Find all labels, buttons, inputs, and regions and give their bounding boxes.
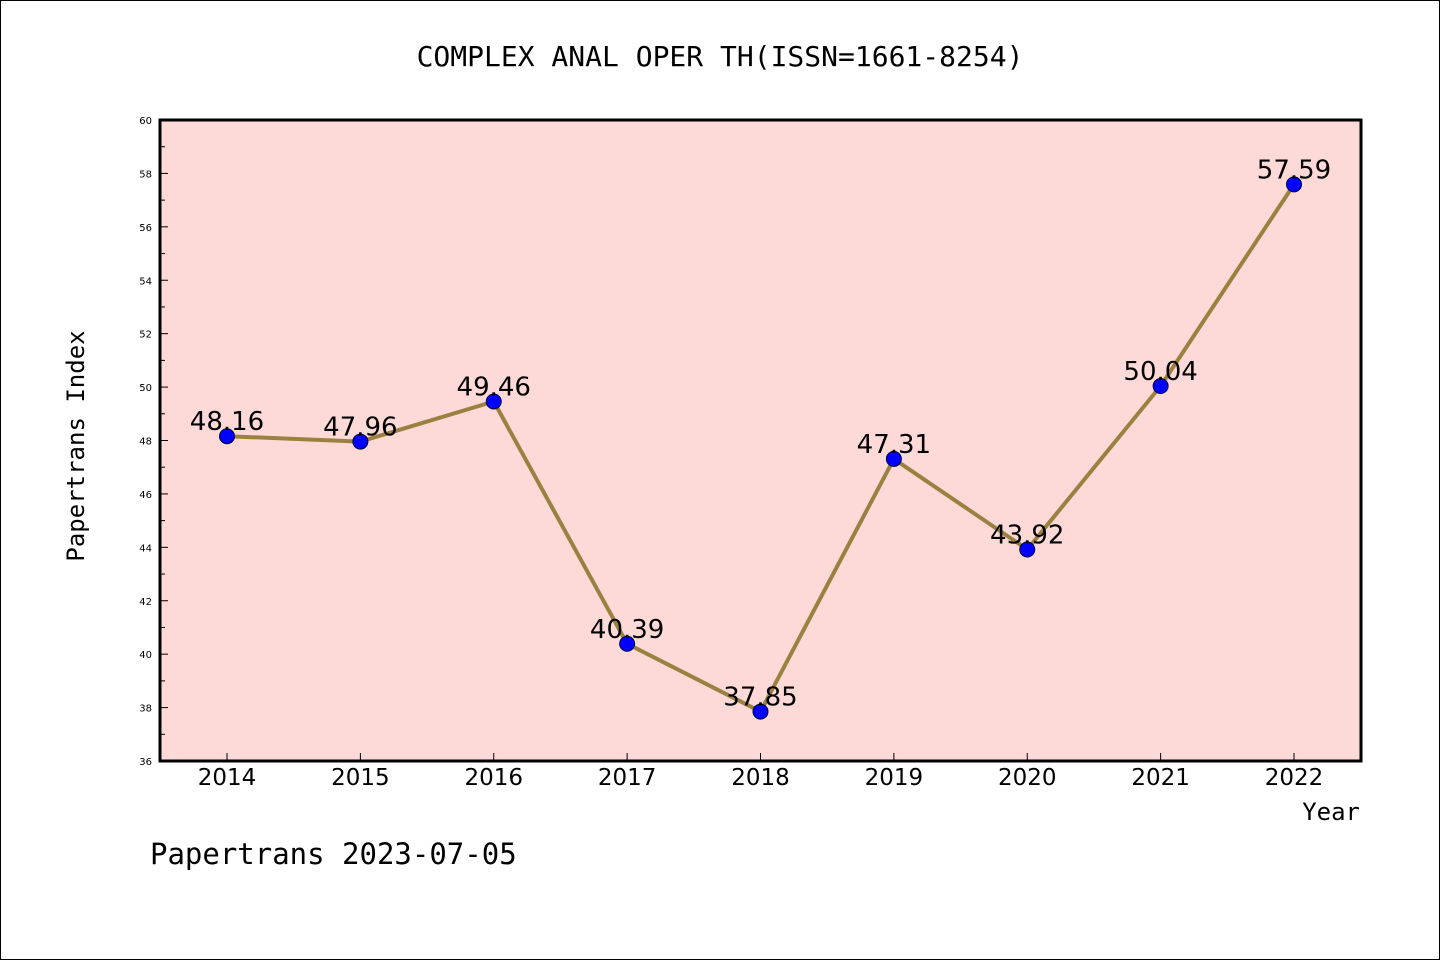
data-label: 50.04 — [1123, 357, 1197, 387]
data-point — [352, 433, 369, 450]
data-point — [1019, 541, 1036, 558]
data-point — [1152, 378, 1169, 395]
data-label: 57.59 — [1257, 155, 1331, 185]
y-tick-label: 54 — [139, 276, 152, 287]
data-point — [485, 393, 502, 410]
data-label: 40.39 — [590, 615, 664, 645]
x-tick-label: 2022 — [1265, 765, 1324, 791]
data-point — [1286, 176, 1302, 193]
x-tick-label: 2014 — [198, 765, 257, 791]
data-point — [885, 450, 902, 467]
data-point — [619, 635, 636, 652]
y-tick-label: 42 — [139, 597, 152, 608]
plot-border — [158, 118, 1363, 763]
data-label: 48.16 — [190, 407, 264, 437]
x-tick-label: 2021 — [1131, 765, 1190, 791]
x-axis-title: Year — [1302, 798, 1360, 826]
y-tick-label: 58 — [139, 169, 152, 180]
x-tick-label: 2020 — [998, 765, 1057, 791]
data-label: 37.85 — [723, 683, 797, 713]
x-tick-label: 2019 — [865, 765, 924, 791]
data-point — [752, 703, 769, 720]
y-tick-label: 44 — [139, 543, 152, 554]
plot-area: 36 38 40 42 44 46 48 50 52 54 56 58 60 2014 2015 2016 20… — [139, 116, 1363, 791]
y-tick-label: 38 — [139, 704, 152, 715]
x-tick-label: 2018 — [731, 765, 790, 791]
x-tick-label: 2017 — [598, 765, 657, 791]
x-tick-label: 2015 — [331, 765, 390, 791]
footer-note: Papertrans 2023-07-05 — [150, 837, 517, 871]
data-point — [219, 428, 235, 445]
data-label: 49.46 — [457, 373, 531, 403]
y-tick-label: 56 — [139, 223, 152, 234]
data-label: 47.31 — [857, 430, 931, 460]
y-tick-label: 46 — [139, 490, 152, 501]
y-tick-label: 52 — [139, 330, 152, 341]
y-tick-label: 50 — [139, 383, 152, 394]
data-label: 47.96 — [323, 413, 397, 443]
y-tick-label: 48 — [139, 437, 152, 448]
chart-title: COMPLEX ANAL OPER TH(ISSN=1661-8254) — [417, 40, 1024, 73]
data-label: 43.92 — [990, 520, 1064, 550]
x-tick-label: 2016 — [464, 765, 523, 791]
y-tick-label: 36 — [139, 757, 152, 768]
y-tick-label: 60 — [139, 116, 152, 127]
y-tick-label: 40 — [139, 650, 152, 661]
y-axis-title: Papertrans Index — [62, 330, 90, 561]
